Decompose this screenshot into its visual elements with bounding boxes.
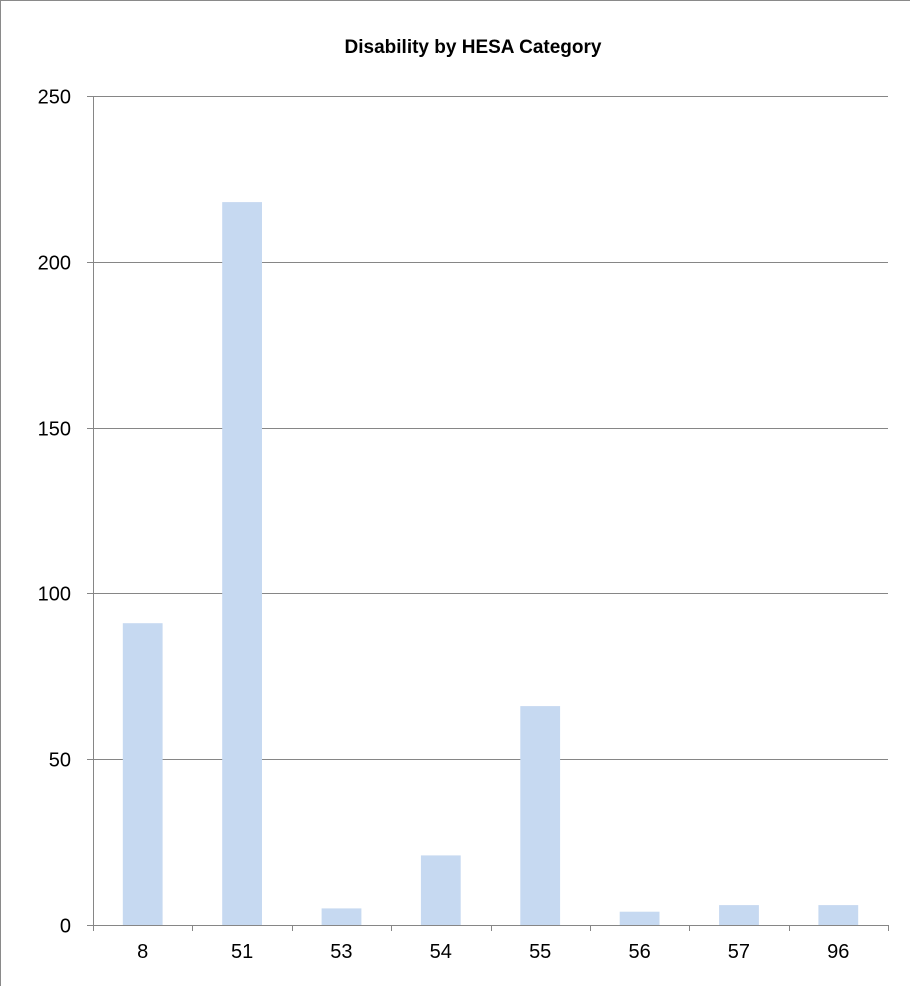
bar-51 bbox=[222, 202, 262, 926]
x-tick-label: 53 bbox=[330, 941, 352, 963]
gridlines bbox=[93, 96, 888, 760]
y-tick-labels: 0 50 100 150 200 250 bbox=[38, 87, 71, 938]
x-tick-label: 96 bbox=[827, 941, 849, 963]
bar-55 bbox=[520, 706, 561, 925]
bar-56 bbox=[619, 911, 660, 925]
bar-54 bbox=[420, 855, 461, 925]
y-tick-label: 150 bbox=[38, 419, 71, 441]
x-tick-label: 51 bbox=[231, 941, 253, 963]
bar-96 bbox=[818, 905, 859, 925]
x-tick-label: 54 bbox=[430, 941, 452, 963]
y-tick-label: 100 bbox=[38, 584, 71, 606]
y-tick-label: 200 bbox=[38, 253, 71, 275]
bar-57 bbox=[719, 905, 759, 925]
bar-53 bbox=[321, 908, 362, 925]
x-tick-labels: 8 51 53 54 55 56 57 96 bbox=[137, 941, 849, 963]
x-tick-label: 56 bbox=[628, 941, 650, 963]
chart-title: Disability by HESA Category bbox=[344, 37, 602, 58]
y-tick-label: 250 bbox=[38, 87, 71, 109]
y-tick-label: 0 bbox=[60, 916, 71, 938]
bar-8 bbox=[122, 623, 163, 925]
x-tick-label: 55 bbox=[529, 941, 551, 963]
axes bbox=[87, 96, 889, 931]
bars bbox=[122, 202, 859, 926]
x-tick-label: 57 bbox=[728, 941, 750, 963]
x-tick-label: 8 bbox=[137, 941, 148, 963]
y-tick-label: 50 bbox=[49, 750, 71, 772]
